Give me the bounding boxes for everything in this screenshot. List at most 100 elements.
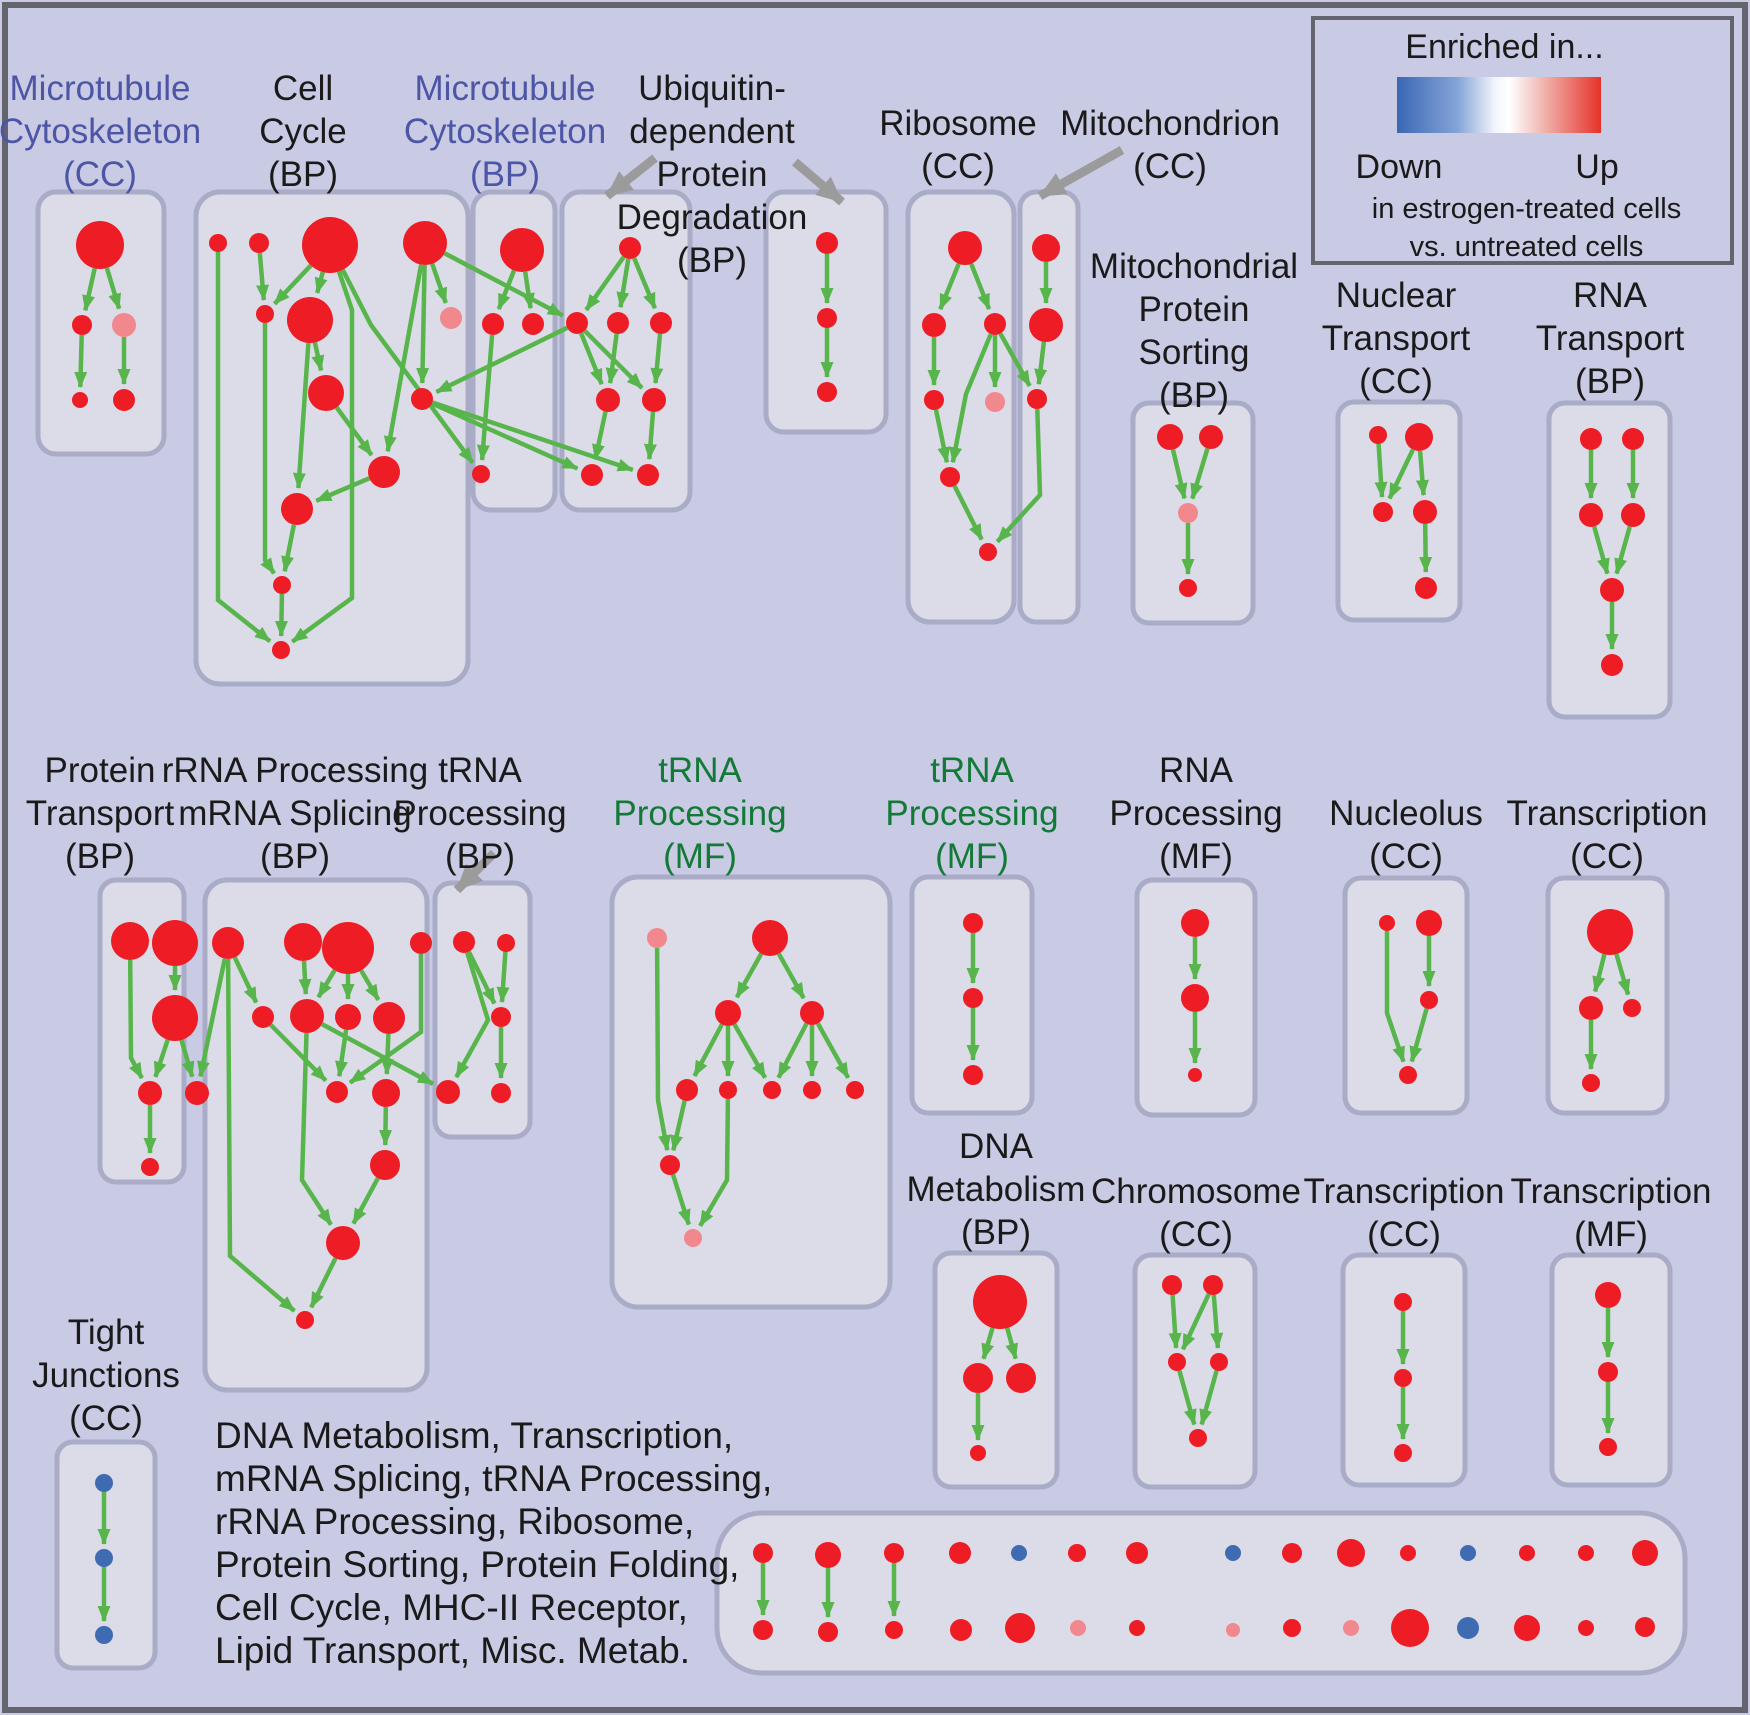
misc-categories-text: DNA Metabolism, Transcription, mRNA Splic… (215, 1415, 772, 1671)
edge-nucleolus-2 (1409, 1008, 1429, 1063)
node-protein-transport-5 (185, 1081, 209, 1105)
node-chromosome-4 (1189, 1429, 1207, 1447)
node-misc-cluster-10 (1400, 1545, 1416, 1561)
node-dna-metabolism-1 (963, 1363, 993, 1393)
edge-nuclear-transport-3 (1419, 523, 1433, 573)
cross-edge-7 (197, 958, 228, 1078)
node-rna-processing-mf-1 (1181, 984, 1209, 1012)
label-chromosome-cc: Chromosome (CC) (1091, 1172, 1301, 1254)
edge-nucleolus-0 (1384, 931, 1406, 1063)
cluster-box-dna-metabolism (932, 1250, 1060, 1490)
node-protein-transport-3 (138, 1081, 162, 1105)
node-ribosome-6 (979, 543, 997, 561)
legend-box (1311, 16, 1734, 265)
node-misc-cluster-1 (815, 1542, 841, 1568)
node-rrna-mrna-6 (335, 1004, 361, 1030)
node-cell-cycle-8 (411, 388, 433, 410)
node-nuclear-transport-1 (1405, 423, 1433, 451)
node-mitochondrion-2 (1027, 389, 1047, 409)
edge-protein-transport-2 (153, 1039, 170, 1078)
node-misc-cluster-27 (1514, 1615, 1540, 1641)
node-rna-transport-1 (1622, 428, 1644, 450)
legend-up-label: Up (1575, 148, 1618, 186)
node-misc-cluster-12 (1519, 1545, 1535, 1561)
edge-rrna-mrna-9 (380, 1033, 394, 1075)
node-microtubule-cc-2 (112, 313, 136, 337)
edge-trna-mf-1-0 (734, 952, 764, 999)
edge-mito-protein-sorting-0 (1170, 449, 1188, 500)
label-arrow-3 (453, 849, 498, 894)
node-mitochondrion-0 (1032, 234, 1060, 262)
node-misc-cluster-24 (1343, 1620, 1359, 1636)
edge-trna-mf-1-10 (670, 1173, 691, 1226)
edge-dna-metabolism-1 (1005, 1327, 1018, 1360)
node-rrna-mrna-10 (370, 1150, 400, 1180)
edge-transcription-cc-a-1 (1614, 953, 1631, 996)
node-ribosome-3 (924, 390, 944, 410)
node-protein-transport-2 (152, 995, 198, 1041)
label-ribosome-cc: Ribosome (CC) (879, 104, 1037, 186)
node-rna-processing-mf-2 (1188, 1068, 1202, 1082)
edge-protein-transport-4 (179, 1039, 195, 1078)
node-nuclear-transport-0 (1369, 426, 1387, 444)
edge-rrna-mrna-12 (351, 1177, 380, 1225)
edge-rrna-mrna-5 (359, 969, 381, 1002)
label-rrna-mrna-bp: rRNA Processing mRNA Splicing (BP) (162, 751, 428, 876)
label-trna-processing-bp: tRNA Processing (BP) (393, 751, 566, 876)
edge-trna-bp-2 (454, 951, 491, 1079)
legend-down-label: Down (1356, 148, 1443, 186)
node-cell-cycle-7 (308, 375, 344, 411)
node-misc-cluster-25 (1391, 1609, 1429, 1647)
edge-trna-bp-1 (496, 951, 510, 1003)
node-rna-transport-3 (1621, 503, 1645, 527)
edge-trna-bp-0 (466, 950, 497, 1005)
label-protein-transport-bp: Protein Transport (BP) (26, 751, 175, 876)
node-misc-cluster-29 (1635, 1617, 1655, 1637)
edge-cell-cycle-4 (290, 270, 355, 644)
node-misc-cluster-20 (1070, 1620, 1086, 1636)
label-cell-cycle-bp: Cell Cycle (BP) (259, 69, 347, 194)
node-ubiquitin-7 (637, 464, 659, 486)
edge-ubiquitin-0 (584, 255, 626, 312)
node-cell-cycle-9 (368, 456, 400, 488)
edge-rrna-mrna-11 (378, 1106, 392, 1146)
legend-caption-line1: in estrogen-treated cells (1372, 193, 1682, 225)
edge-rrna-mrna-0 (232, 956, 259, 1004)
edge-microtubule-cc-0 (82, 267, 97, 312)
edge-rrna-mrna-2 (298, 960, 312, 995)
edge-microtubule-bp-2 (476, 334, 495, 461)
edge-chromosome-1 (1180, 1293, 1211, 1351)
node-rna-transport-5 (1601, 654, 1623, 676)
edge-trna-mf-1-4 (732, 1023, 768, 1079)
node-transcription-cc-a-0 (1587, 909, 1633, 955)
edge-ubiquitin-5 (583, 329, 644, 390)
node-ribosome-1 (922, 313, 946, 337)
edge-microtubule-cc-2 (74, 334, 88, 388)
node-chromosome-1 (1203, 1275, 1223, 1295)
edge-rrna-mrna-10 (299, 1032, 333, 1226)
label-tight-junctions-cc: Tight Junctions (CC) (32, 1313, 180, 1438)
node-microtubule-bp-2 (522, 313, 544, 335)
edge-ribosome-4 (933, 409, 951, 464)
label-nuclear-transport-cc: Nuclear Transport (CC) (1322, 276, 1471, 401)
node-trna-bp-0 (453, 931, 475, 953)
node-trna-bp-1 (497, 934, 515, 952)
node-misc-cluster-16 (818, 1622, 838, 1642)
label-trna-processing-mf-2: tRNA Processing (MF) (885, 751, 1058, 876)
node-trna-mf-1-9 (660, 1155, 680, 1175)
edge-cell-cycle-8 (311, 342, 325, 372)
cross-edge-0 (340, 268, 475, 465)
node-transcription-cc-b-1 (1394, 1369, 1412, 1387)
node-ubiquitin-0 (619, 237, 641, 259)
node-mito-protein-sorting-1 (1199, 425, 1223, 449)
node-trna-mf-1-5 (719, 1081, 737, 1099)
edge-chromosome-0 (1168, 1294, 1182, 1349)
edge-rna-transport-2 (1592, 525, 1610, 575)
node-tight-junctions-0 (95, 1474, 113, 1492)
node-trna-mf-1-0 (647, 928, 667, 948)
edge-rrna-mrna-13 (309, 1257, 338, 1309)
edge-ribosome-0 (938, 262, 961, 311)
node-chromosome-0 (1162, 1275, 1182, 1295)
